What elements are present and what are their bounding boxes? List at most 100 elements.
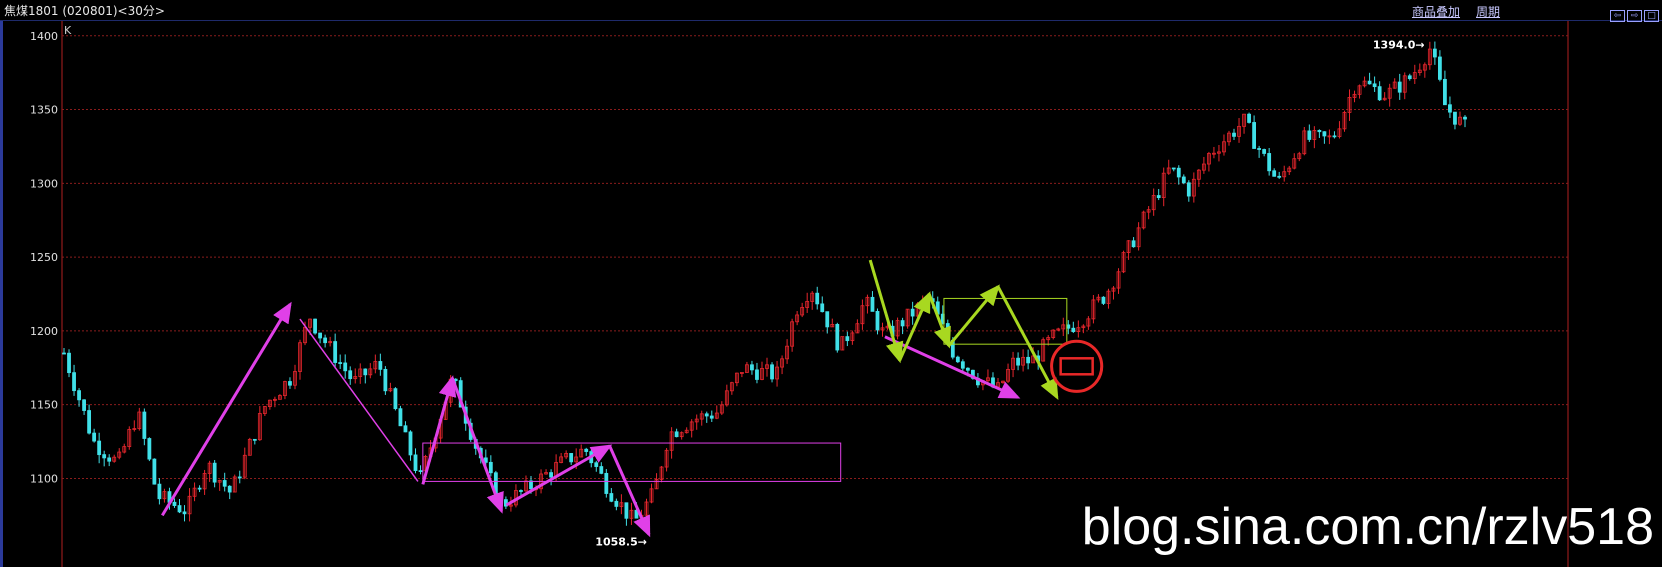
maximize-icon[interactable]: □ — [1644, 10, 1659, 22]
candle-body — [1242, 113, 1246, 127]
candle-body — [910, 308, 915, 317]
candle-body — [760, 368, 764, 380]
candle-body — [237, 476, 242, 479]
candle-body — [664, 449, 669, 468]
candle-body — [267, 399, 272, 407]
candle-body — [905, 308, 910, 327]
candlestick-chart[interactable]: 1100 1150 1200 1250 1300 1350 1400 1394.0→ 1058… — [0, 21, 1662, 567]
candle-body — [599, 466, 604, 474]
window-buttons: ⇦ ⇨ □ — [1610, 3, 1661, 22]
candle-body — [232, 476, 237, 493]
candle-body — [1196, 169, 1201, 180]
candle-body — [313, 318, 317, 334]
candle-body — [1247, 113, 1251, 123]
candle-body — [960, 361, 965, 369]
candle-body — [569, 453, 574, 463]
candle-body — [1141, 211, 1146, 229]
candle-body — [835, 324, 840, 351]
candle-body — [785, 345, 789, 360]
candle-body — [1207, 153, 1211, 165]
candle-body — [865, 296, 870, 307]
candle-body — [1277, 175, 1282, 178]
annotation-arrow — [927, 293, 951, 349]
candle-body — [900, 320, 905, 327]
candle-body — [353, 376, 358, 380]
candle-body — [674, 431, 679, 438]
candle-body — [393, 388, 398, 410]
candle-body — [765, 364, 769, 369]
candle-body — [694, 418, 699, 423]
candle-body — [338, 362, 343, 364]
candle-body — [348, 370, 353, 380]
candle-body — [1046, 337, 1051, 341]
candle-body — [398, 408, 403, 427]
candle-body — [1237, 125, 1241, 137]
candle-body — [378, 361, 383, 370]
candle-body — [363, 368, 368, 376]
candle-body — [1026, 356, 1031, 364]
candle-body — [1146, 209, 1151, 213]
candle-body — [202, 473, 207, 490]
candle-body — [529, 480, 533, 490]
chart-title: 焦煤1801 (020801)<30分> — [4, 4, 165, 18]
candle-body — [845, 336, 850, 342]
candle-body — [182, 511, 187, 515]
candle-body — [127, 429, 132, 448]
overlay-commodity-link[interactable]: 商品叠加 — [1412, 5, 1461, 19]
candle-body — [328, 341, 333, 344]
candle-body — [1217, 151, 1221, 154]
candle-body — [222, 480, 227, 487]
candle-body — [1257, 148, 1262, 150]
candle-body — [383, 368, 388, 392]
candle-body — [1061, 324, 1066, 330]
candle-body — [262, 406, 267, 414]
annotation-arrow — [421, 375, 457, 485]
candle-body — [1377, 86, 1382, 101]
candle-body — [1312, 130, 1317, 140]
candle-body — [719, 404, 724, 414]
candle-body — [604, 472, 609, 494]
candle-body — [729, 382, 734, 392]
prev-icon[interactable]: ⇦ — [1610, 10, 1625, 22]
candle-body — [1176, 167, 1181, 178]
candle-body — [1006, 369, 1010, 382]
candle-body — [790, 321, 795, 347]
candle-body — [82, 399, 86, 411]
candle-body — [1337, 128, 1342, 137]
candle-body — [488, 461, 493, 474]
candle-body — [1292, 158, 1297, 169]
period-link[interactable]: 周期 — [1476, 5, 1501, 19]
next-icon[interactable]: ⇨ — [1627, 10, 1642, 22]
y-tick-label: 1300 — [30, 177, 58, 190]
candle-body — [1302, 130, 1307, 155]
extreme-labels: 1394.0→ 1058.5→ — [595, 39, 1424, 549]
candle-body — [217, 480, 222, 483]
candle-body — [1272, 170, 1277, 177]
candle-body — [333, 341, 338, 363]
candle-body — [197, 487, 202, 490]
candle-body — [840, 336, 845, 351]
candle-body — [227, 485, 232, 493]
candle-body — [483, 457, 488, 463]
annotation-arrow — [505, 444, 613, 507]
annotation-arrow — [161, 301, 292, 517]
candle-body — [1417, 69, 1422, 74]
candle-body — [825, 311, 830, 328]
candle-body — [1432, 48, 1437, 58]
candle-body — [373, 361, 378, 370]
candle-body — [1126, 240, 1131, 253]
candle-body — [172, 501, 177, 506]
candle-body — [408, 431, 413, 456]
candle-body — [689, 421, 694, 431]
annotation-arrow — [947, 284, 1000, 347]
candle-body — [734, 372, 739, 384]
candle-body — [288, 381, 292, 386]
candle-body — [1322, 131, 1327, 137]
candle-body — [77, 390, 81, 401]
candle-body — [1031, 355, 1036, 364]
candle-body — [986, 377, 990, 382]
candle-body — [870, 296, 875, 312]
candle-body — [544, 472, 548, 475]
candle-body — [1387, 87, 1392, 99]
candle-body — [212, 462, 217, 483]
